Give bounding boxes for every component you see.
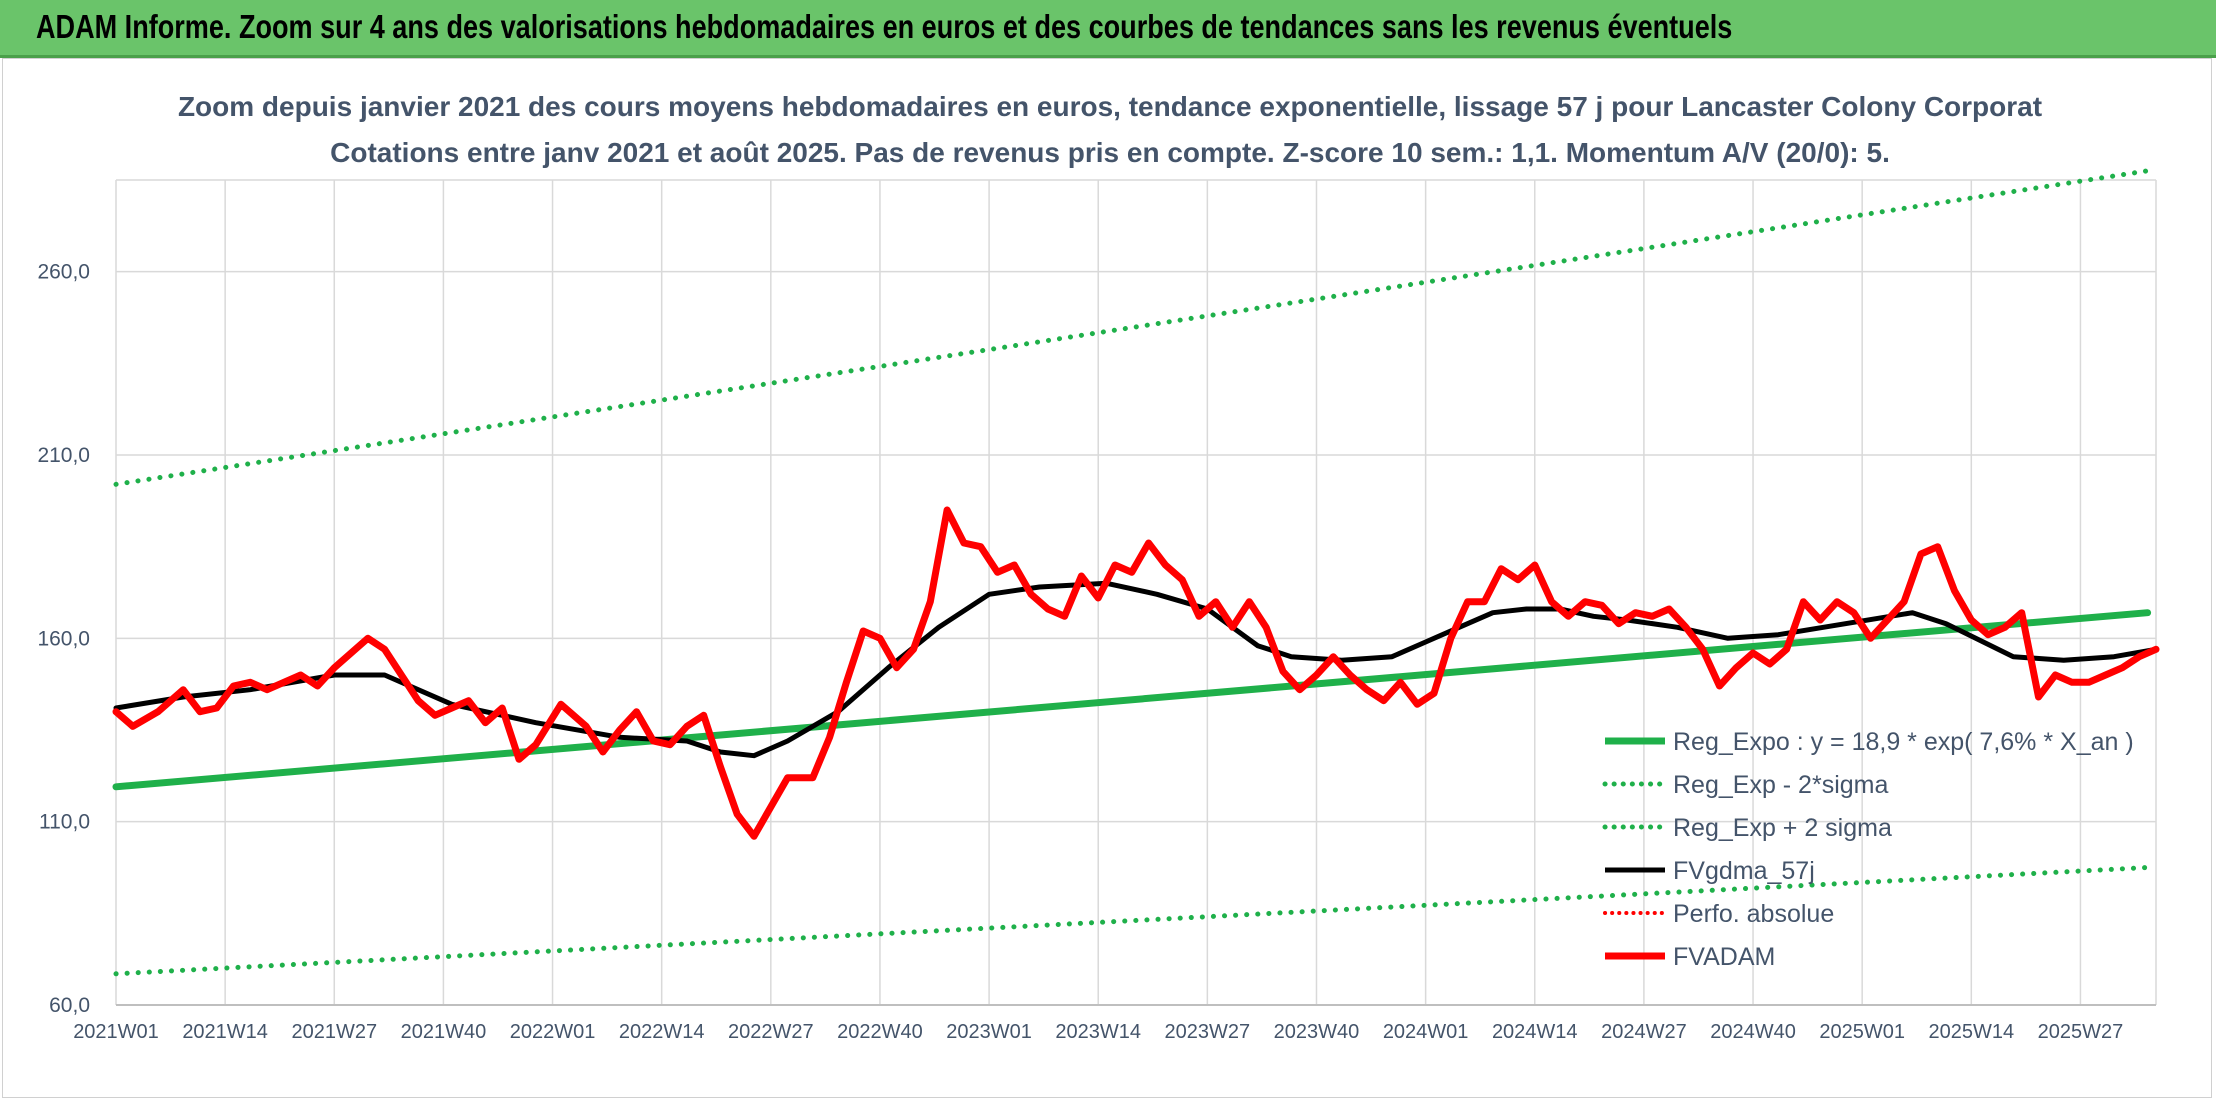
series [112, 168, 2160, 977]
x-tick-label: 2023W14 [1055, 1021, 1141, 1043]
legend-label-2: Reg_Exp + 2 sigma [1673, 814, 1892, 842]
axes: 60,0 110,0 160,0 210,0 260,0 2021W01 2021W14 20… [37, 261, 2156, 1043]
x-tick-label: 2024W40 [1710, 1021, 1796, 1043]
x-tick-label: 2021W14 [182, 1021, 268, 1043]
x-tick-label: 2021W40 [401, 1021, 487, 1043]
y-tick-label: 110,0 [39, 811, 90, 834]
x-tick-label: 2022W27 [728, 1021, 814, 1043]
x-tick-label: 2025W14 [1928, 1021, 2014, 1043]
series-line-2 [113, 168, 2151, 487]
chart-title: Zoom depuis janvier 2021 des cours moyen… [178, 91, 2042, 122]
x-tick-label: 2022W14 [619, 1021, 705, 1043]
gridlines [115, 179, 2157, 1006]
legend-label-1: Reg_Exp - 2*sigma [1673, 771, 1888, 799]
x-tick-label: 2021W27 [291, 1021, 377, 1043]
series-line-5 [112, 506, 2160, 840]
x-tick-label: 2022W40 [837, 1021, 923, 1043]
legend-label-3: FVgdma_57j [1673, 857, 1815, 885]
chart-frame [2, 58, 2212, 1098]
x-tick-label: 2023W40 [1274, 1021, 1360, 1043]
report-banner-title: ADAM Informe. Zoom sur 4 ans des valoris… [36, 8, 1733, 45]
x-tick-label: 2024W14 [1492, 1021, 1578, 1043]
y-tick-label: 60,0 [49, 994, 90, 1017]
x-tick-label: 2023W01 [946, 1021, 1032, 1043]
report-banner: ADAM Informe. Zoom sur 4 ans des valoris… [0, 0, 2216, 58]
y-tick-label: 160,0 [37, 627, 90, 650]
x-tick-label: 2024W01 [1383, 1021, 1469, 1043]
x-tick-label: 2023W27 [1165, 1021, 1251, 1043]
legend-label-5: FVADAM [1673, 943, 1775, 971]
series-line-0 [112, 609, 2152, 791]
legend: Reg_Expo : y = 18,9 * exp( 7,6% * X_an )… [1602, 728, 2134, 971]
legend-label-4: Perfo. absolue [1673, 900, 1834, 928]
y-tick-label: 260,0 [37, 261, 90, 284]
y-tick-label: 210,0 [37, 444, 90, 467]
x-tick-label: 2025W01 [1819, 1021, 1905, 1043]
series-line-1 [113, 865, 2151, 977]
chart-subtitle: Cotations entre janv 2021 et août 2025. … [330, 137, 1890, 168]
x-tick-label: 2024W27 [1601, 1021, 1687, 1043]
x-tick-label: 2022W01 [510, 1021, 596, 1043]
x-tick-label: 2021W01 [73, 1021, 159, 1043]
legend-label-0: Reg_Expo : y = 18,9 * exp( 7,6% * X_an ) [1673, 728, 2134, 756]
x-tick-label: 2025W27 [2038, 1021, 2124, 1043]
